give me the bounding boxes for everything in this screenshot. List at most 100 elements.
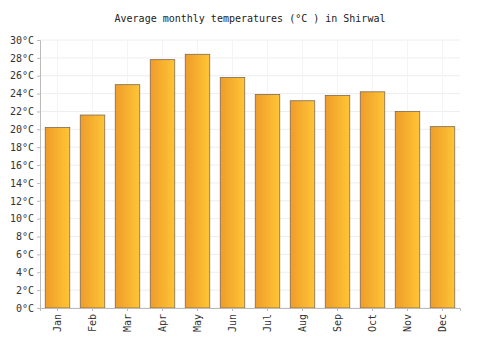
grid-line	[40, 57, 460, 58]
tick-mark	[37, 308, 40, 309]
bar	[430, 127, 455, 308]
tick-mark	[442, 308, 443, 311]
chart: 0°C 2°C 4°C 6°C 8°C 10°C 12°C 14°C 16°C 18°C 20°C 2…	[0, 0, 500, 350]
tick-mark	[197, 308, 198, 311]
tick-mark	[37, 237, 40, 238]
tick-mark	[37, 219, 40, 220]
tick-mark	[37, 94, 40, 95]
bar	[325, 95, 350, 308]
plot: 0°C 2°C 4°C 6°C 8°C 10°C 12°C 14°C 16°C 18°C 20°C 2…	[10, 35, 461, 332]
tick: 22°C	[10, 106, 40, 117]
tick-mark	[37, 40, 40, 41]
tick-mark	[37, 254, 40, 255]
tick: 8°C	[16, 231, 40, 242]
tick-mark	[37, 58, 40, 59]
tick-label: 14°C	[10, 178, 34, 189]
tick-mark	[162, 308, 163, 311]
tick: Jun	[227, 308, 238, 332]
tick-label: 8°C	[16, 231, 34, 242]
tick-label: Jul	[262, 314, 273, 332]
y-axis: 0°C 2°C 4°C 6°C 8°C 10°C 12°C 14°C 16°C 18°C 20°C 2…	[10, 35, 41, 314]
axis-line	[37, 41, 41, 309]
tick-mark	[92, 308, 93, 311]
tick: 14°C	[10, 178, 40, 189]
grid-line	[40, 75, 460, 76]
tick: 20°C	[10, 124, 40, 135]
bar	[395, 111, 420, 308]
tick-mark	[302, 308, 303, 311]
tick: 18°C	[10, 142, 40, 153]
tick-label: Sep	[332, 314, 343, 332]
bar	[360, 92, 385, 308]
tick-label: 30°C	[10, 35, 34, 46]
grid-line	[40, 93, 460, 94]
tick: 0°C	[16, 303, 40, 314]
tick-mark	[267, 308, 268, 311]
tick-mark	[127, 308, 128, 311]
tick-mark	[37, 201, 40, 202]
tick: 12°C	[10, 196, 40, 207]
tick-label: Jun	[227, 314, 238, 332]
tick: 16°C	[10, 160, 40, 171]
tick: Dec	[437, 308, 448, 332]
tick-label: 0°C	[16, 303, 34, 314]
tick: Apr	[157, 308, 168, 332]
tick-label: 10°C	[10, 213, 34, 224]
tick: Jan	[52, 308, 63, 332]
x-axis: Jan Feb Mar Apr May Jun Jul Aug Sep Oct Nov Dec	[41, 308, 461, 332]
bar	[80, 115, 105, 308]
tick-mark	[37, 183, 40, 184]
tick-label: 12°C	[10, 196, 34, 207]
axis-line	[41, 309, 461, 312]
title: Average monthly temperatures (°C ) in Sh…	[115, 13, 386, 24]
bars	[45, 54, 455, 308]
tick-label: May	[192, 314, 203, 332]
tick-mark	[37, 272, 40, 273]
bar	[45, 128, 70, 308]
tick: Mar	[122, 308, 133, 332]
tick-label: 22°C	[10, 106, 34, 117]
tick: 28°C	[10, 53, 40, 64]
tick-mark	[407, 308, 408, 311]
tick-label: 6°C	[16, 249, 34, 260]
tick: 2°C	[16, 285, 40, 296]
tick-label: 16°C	[10, 160, 34, 171]
tick-label: Oct	[367, 314, 378, 332]
tick-label: 2°C	[16, 285, 34, 296]
tick: 6°C	[16, 249, 40, 260]
tick-label: Dec	[437, 314, 448, 332]
tick: May	[192, 308, 203, 332]
tick: Oct	[367, 308, 378, 332]
tick-mark	[372, 308, 373, 311]
tick: 24°C	[10, 88, 40, 99]
tick: 10°C	[10, 213, 40, 224]
tick-mark	[37, 165, 40, 166]
grid	[40, 40, 460, 308]
tick-label: 18°C	[10, 142, 34, 153]
tick: 30°C	[10, 35, 40, 46]
tick-label: 4°C	[16, 267, 34, 278]
tick: Feb	[87, 308, 98, 332]
tick-mark	[337, 308, 338, 311]
tick: 4°C	[16, 267, 40, 278]
tick-label: 28°C	[10, 53, 34, 64]
tick-mark	[37, 290, 40, 291]
tick-mark	[37, 111, 40, 112]
bar	[255, 94, 280, 308]
tick-label: Jan	[52, 314, 63, 332]
tick-label: Apr	[157, 314, 168, 332]
bar	[290, 101, 315, 308]
bar	[220, 78, 245, 308]
tick-label: 26°C	[10, 70, 34, 81]
tick-mark	[37, 76, 40, 77]
tick: Jul	[262, 308, 273, 332]
tick-label: Aug	[297, 314, 308, 332]
tick-label: Mar	[122, 314, 133, 332]
bar	[115, 85, 140, 308]
tick-label: Nov	[402, 314, 413, 332]
tick-mark	[57, 308, 58, 311]
bar	[150, 60, 175, 308]
tick-label: 24°C	[10, 88, 34, 99]
grid-line	[40, 40, 460, 41]
tick: Nov	[402, 308, 413, 332]
